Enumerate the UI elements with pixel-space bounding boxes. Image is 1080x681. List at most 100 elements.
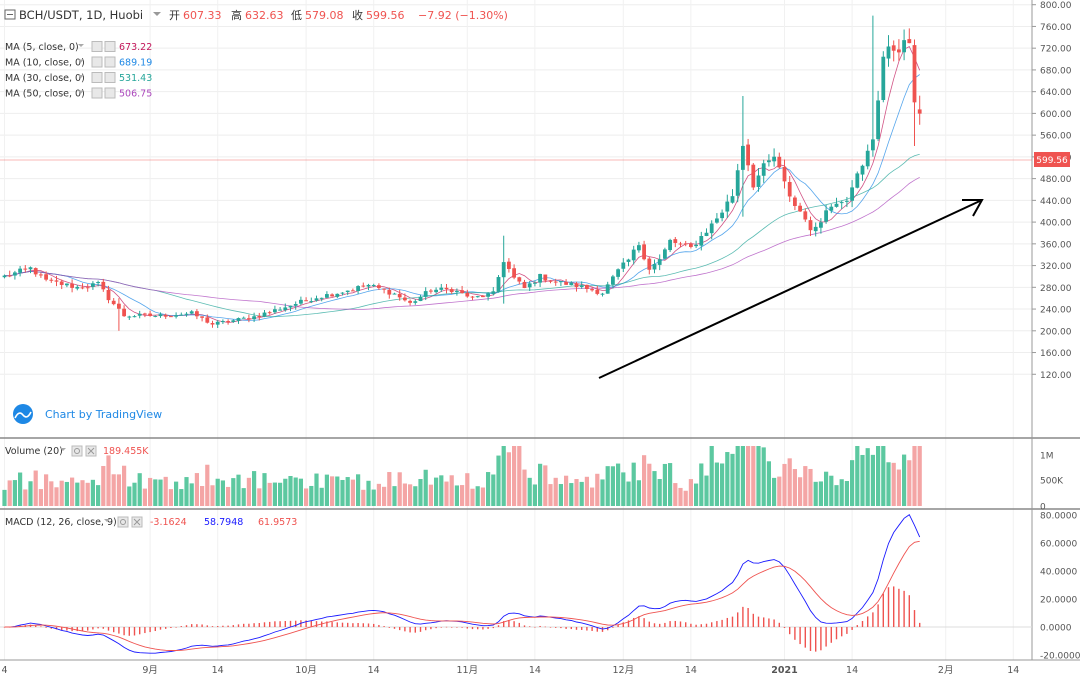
- symbol-header[interactable]: BCH/USDT, 1D, Huobi 开 607.33 高 632.63 低 …: [4, 8, 508, 22]
- volume-bar: [782, 463, 787, 506]
- macd-legend[interactable]: MACD (12, 26, close, 9) -3.1624 58.7948 …: [5, 516, 297, 528]
- candle: [673, 237, 678, 248]
- ma-close-icon[interactable]: [104, 56, 116, 68]
- grid: [0, 0, 1032, 660]
- volume-bar: [657, 479, 662, 506]
- volume-bar: [844, 481, 849, 506]
- volume-bar: [293, 477, 298, 506]
- ma-close-icon[interactable]: [104, 72, 116, 83]
- volume-bar: [714, 462, 719, 506]
- ma-legend-value: 673.22: [119, 42, 152, 53]
- ma-settings-icon[interactable]: [91, 87, 103, 99]
- candle: [309, 297, 314, 304]
- macd-hist-bar: [45, 627, 47, 628]
- macd-hist-bar: [627, 620, 630, 627]
- macd-hist-bar: [409, 627, 411, 633]
- candle: [475, 295, 480, 298]
- trend-arrow[interactable]: [598, 199, 984, 379]
- volume-bar: [309, 485, 314, 506]
- volume-bar: [116, 474, 121, 506]
- macd-hist-bar: [778, 622, 780, 627]
- candle: [668, 238, 672, 253]
- volume-bar: [205, 464, 210, 506]
- ma-settings-icon[interactable]: [91, 56, 103, 68]
- candle: [683, 240, 688, 247]
- volume-bar: [194, 473, 199, 506]
- macd-hist-bar: [253, 623, 255, 627]
- ma-settings-icon[interactable]: [91, 41, 103, 52]
- collapse-icon[interactable]: [4, 9, 16, 20]
- ma-dropdown-icon[interactable]: [78, 75, 84, 78]
- ma-dropdown-icon[interactable]: [78, 90, 84, 94]
- volume-legend[interactable]: Volume (20) 189.455K: [5, 445, 149, 457]
- volume-bar: [803, 466, 808, 506]
- volume-bar: [413, 486, 418, 506]
- macd-hist-bar: [695, 624, 697, 627]
- volume-bar: [361, 489, 366, 506]
- candle: [585, 284, 589, 293]
- candle: [325, 291, 329, 299]
- ma-legend-row[interactable]: MA (30, close, 0) 531.43: [5, 72, 152, 85]
- macd-hist-bar: [326, 621, 328, 627]
- candle: [195, 309, 199, 320]
- volume-tick-label: 0: [1040, 503, 1046, 513]
- volume-bar: [590, 487, 595, 506]
- candle: [231, 319, 236, 323]
- ma-legend-row[interactable]: MA (50, close, 0) 506.75: [5, 87, 152, 100]
- volume-bar: [647, 463, 652, 506]
- volume-tick-label: 500K: [1040, 477, 1064, 487]
- volume-bar: [454, 485, 459, 506]
- candle: [470, 295, 475, 301]
- ma-legend-row[interactable]: MA (10, close, 0) 689.19: [5, 56, 152, 69]
- volume-bar: [787, 458, 792, 506]
- macd-hist-bar: [742, 606, 744, 627]
- ma-close-icon[interactable]: [104, 41, 116, 52]
- volume-bar: [335, 476, 340, 506]
- volume-bar: [569, 483, 574, 506]
- macd-hist-bar: [544, 626, 546, 628]
- volume-bar: [137, 473, 142, 506]
- price-tick-label: 600.00: [1040, 110, 1072, 120]
- candle: [689, 242, 693, 249]
- volume-bar: [122, 465, 127, 506]
- price-tick-label: 320.00: [1040, 262, 1072, 272]
- candle: [299, 296, 303, 306]
- price-tick-label: 560.00: [1040, 132, 1072, 142]
- candle: [169, 315, 173, 318]
- macd-hist-bar: [206, 625, 208, 627]
- volume-bar: [246, 477, 251, 506]
- volume-tick-label: 1M: [1040, 452, 1054, 462]
- macd-hist-bar: [783, 627, 786, 628]
- ma-settings-icon[interactable]: [91, 72, 103, 83]
- ma-close-icon[interactable]: [104, 87, 116, 99]
- candle: [397, 289, 402, 301]
- macd-hist-bar: [612, 627, 614, 628]
- ma-legend-row[interactable]: MA (5, close, 0) 673.22: [5, 41, 152, 54]
- tradingview-watermark[interactable]: Chart by TradingView: [13, 404, 162, 424]
- volume-bar: [668, 463, 673, 506]
- candle: [101, 278, 106, 292]
- candle: [418, 294, 423, 302]
- candle: [59, 279, 64, 290]
- candle: [808, 216, 813, 236]
- candle: [559, 281, 563, 287]
- ma-dropdown-icon[interactable]: [78, 59, 84, 63]
- symbol-dropdown-icon[interactable]: [153, 12, 161, 16]
- volume-bar: [772, 477, 777, 506]
- candle: [278, 307, 282, 311]
- macd-hist-bar: [211, 626, 214, 627]
- volume-bar: [538, 463, 543, 506]
- macd-hist-bar: [705, 623, 708, 627]
- volume-bar: [636, 480, 641, 506]
- time-tick-label: 2月: [938, 665, 954, 676]
- candle: [200, 316, 204, 322]
- volume-bar: [220, 480, 225, 506]
- price-tick-label: 360.00: [1040, 240, 1072, 250]
- macd-hist-bar: [352, 623, 354, 627]
- price-tick-label: 640.00: [1040, 88, 1072, 98]
- volume-bar: [522, 469, 527, 506]
- candle: [236, 317, 241, 324]
- ma-dropdown-icon[interactable]: [78, 44, 84, 47]
- macd-hist-bar: [856, 625, 858, 627]
